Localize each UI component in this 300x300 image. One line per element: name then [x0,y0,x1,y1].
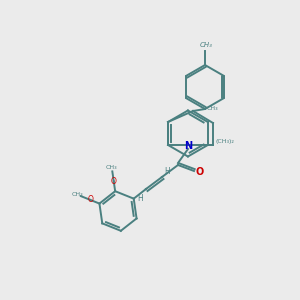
Text: N: N [184,141,192,151]
Text: O: O [87,195,93,204]
Text: CH₃: CH₃ [207,106,219,110]
Text: O: O [111,177,117,186]
Text: H: H [137,194,143,203]
Text: H: H [164,167,170,176]
Text: CH₃: CH₃ [106,165,118,170]
Text: (CH₃)₂: (CH₃)₂ [216,139,235,143]
Text: CH₃: CH₃ [200,42,212,48]
Text: O: O [196,167,204,177]
Text: CH₃: CH₃ [71,192,83,197]
